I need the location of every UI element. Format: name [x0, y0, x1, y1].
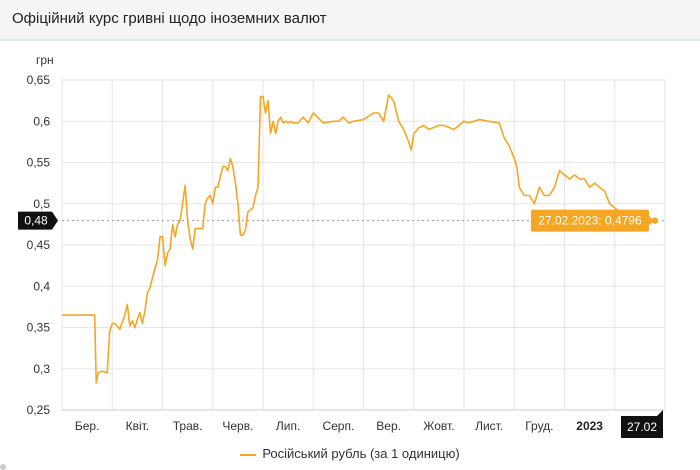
tooltip-text: 27.02.2023: 0,4796 [538, 214, 642, 228]
y-tick-label: 0,4 [33, 279, 50, 293]
x-tick-label: Квіт. [126, 419, 150, 433]
crosshair-y-label: 0,48 [24, 214, 48, 228]
series-line[interactable] [62, 94, 655, 384]
y-tick-label: 0,65 [27, 73, 51, 87]
header-bar: Офіційний курс гривні щодо іноземних вал… [0, 0, 700, 40]
x-tick-label: 2023 [576, 419, 603, 433]
legend-swatch [240, 453, 257, 456]
crosshair-x-tag [621, 410, 663, 438]
y-axis-label: грн [36, 53, 54, 67]
x-tick-label: Груд. [525, 419, 553, 433]
scroll-indicator [0, 464, 6, 470]
x-tick-label: Серп. [322, 419, 354, 433]
y-tick-label: 0,3 [33, 362, 50, 376]
header-accent-line [0, 39, 700, 41]
crosshair-y-tag [18, 211, 58, 230]
legend-series-label: Російський рубль (за 1 одиницю) [262, 446, 460, 461]
tooltip-arrow [648, 215, 654, 226]
chart-legend[interactable]: Російський рубль (за 1 одиницю) [0, 446, 700, 461]
y-tick-label: 0,25 [27, 403, 51, 417]
x-tick-label: Жовт. [423, 419, 454, 433]
x-tick-label: Лип. [276, 419, 300, 433]
page-title: Офіційний курс гривні щодо іноземних вал… [12, 10, 327, 27]
y-tick-label: 0,45 [27, 238, 51, 252]
x-tick-label: Бер. [75, 419, 100, 433]
x-tick-label: Вер. [376, 419, 401, 433]
x-tick-label: Черв. [222, 419, 253, 433]
x-tick-label: Трав. [173, 419, 203, 433]
y-tick-label: 0,5 [33, 197, 50, 211]
y-tick-label: 0,55 [27, 156, 51, 170]
y-tick-label: 0,6 [33, 114, 50, 128]
crosshair-x-label: 27.02 [627, 420, 657, 434]
tooltip-box [530, 209, 649, 232]
x-tick-label: Лист. [475, 419, 503, 433]
y-tick-label: 0,35 [27, 321, 51, 335]
